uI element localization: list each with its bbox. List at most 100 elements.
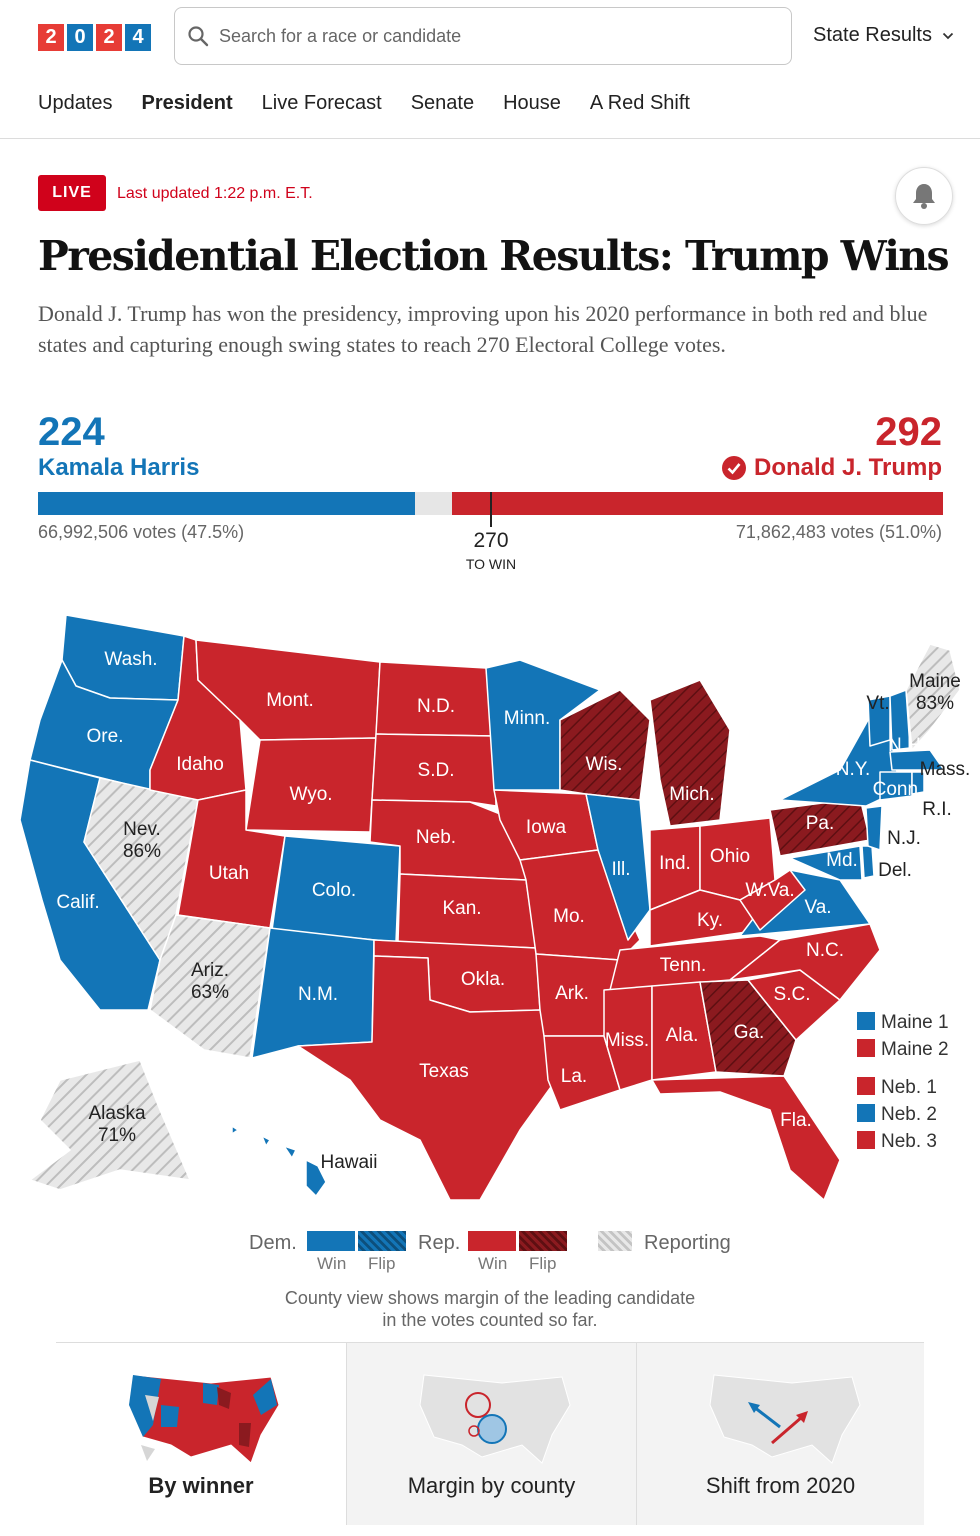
nav-senate[interactable]: Senate xyxy=(410,92,475,114)
state-del[interactable] xyxy=(861,845,875,879)
state-la[interactable] xyxy=(543,1035,621,1111)
search-box[interactable] xyxy=(174,7,792,65)
label-ore: Ore. xyxy=(87,726,124,747)
state-ga[interactable] xyxy=(699,979,797,1077)
state-alaska[interactable] xyxy=(29,1059,191,1191)
label-nd: N.D. xyxy=(417,696,455,717)
threshold-label: TO WIN xyxy=(465,556,517,572)
label-colo: Colo. xyxy=(312,880,356,901)
label-sc: S.C. xyxy=(774,984,811,1005)
label-miss: Miss. xyxy=(605,1030,649,1051)
bell-icon xyxy=(913,184,935,209)
label-nev-pct: 86% xyxy=(123,841,161,862)
label-minn: Minn. xyxy=(504,708,550,729)
district-swatch xyxy=(857,1012,875,1030)
state-maine[interactable] xyxy=(905,643,961,751)
live-badge: LIVE xyxy=(38,175,106,211)
state-hawaii[interactable] xyxy=(231,1125,327,1197)
district-legend: Maine 1 Maine 2 Neb. 1 Neb. 2 Neb. 3 xyxy=(857,1012,949,1152)
state-fla[interactable] xyxy=(651,1075,841,1201)
legend-rep: Rep. xyxy=(418,1232,461,1254)
state-results-dropdown[interactable]: State Results xyxy=(813,24,954,47)
district-label: Neb. 3 xyxy=(881,1131,937,1152)
state-conn[interactable] xyxy=(879,771,913,801)
search-input[interactable] xyxy=(217,24,761,48)
view-by-winner[interactable]: By winner xyxy=(56,1343,346,1525)
legend-reporting-swatch xyxy=(598,1231,632,1251)
district-swatch xyxy=(857,1131,875,1149)
winner-check-icon xyxy=(721,456,746,480)
threshold-marker xyxy=(490,492,492,527)
harris-electoral-votes: 224 xyxy=(38,410,105,454)
label-kan: Kan. xyxy=(442,898,481,919)
label-ariz: Ariz. xyxy=(191,960,229,981)
view-label: Shift from 2020 xyxy=(705,1473,856,1498)
state-ri[interactable] xyxy=(911,771,925,795)
chevron-down-icon xyxy=(942,32,954,39)
top-bar: 2 0 2 4 State Results Updates President … xyxy=(0,0,980,139)
state-nh[interactable] xyxy=(889,689,911,751)
label-ark: Ark. xyxy=(555,983,589,1004)
legend-dem-flip-swatch xyxy=(358,1231,406,1251)
label-mont: Mont. xyxy=(266,690,314,711)
label-maine: Maine xyxy=(909,671,961,692)
page-title: Presidential Election Results: Trump Win… xyxy=(38,232,950,280)
state-miss[interactable] xyxy=(603,985,653,1091)
label-wva: W.Va. xyxy=(745,880,794,901)
district-label: Maine 2 xyxy=(881,1039,949,1060)
nav-live-forecast[interactable]: Live Forecast xyxy=(261,92,382,114)
harris-bar-fill xyxy=(38,492,415,515)
state-wva[interactable] xyxy=(739,869,806,931)
label-okla: Okla. xyxy=(461,969,505,990)
harris-name: Kamala Harris xyxy=(38,454,200,481)
label-alaska-pct: 71% xyxy=(98,1125,136,1146)
district-label: Neb. 1 xyxy=(881,1077,937,1098)
threshold-value: 270 xyxy=(473,529,509,552)
label-wash: Wash. xyxy=(104,649,157,670)
state-nj[interactable] xyxy=(865,805,883,851)
state-nc[interactable] xyxy=(729,923,881,1001)
state-mass[interactable] xyxy=(889,749,945,771)
state-texas[interactable] xyxy=(297,955,557,1201)
label-ky: Ky. xyxy=(697,910,723,931)
label-wis: Wis. xyxy=(586,754,623,775)
state-mich[interactable] xyxy=(649,679,731,827)
nav-president[interactable]: President xyxy=(141,92,233,114)
last-updated: Last updated 1:22 p.m. E.T. xyxy=(117,185,313,202)
election-2024-logo[interactable]: 2 0 2 4 xyxy=(38,24,154,51)
label-mass: Mass. xyxy=(920,759,971,780)
us-map-thumbnail-icon xyxy=(128,1374,280,1464)
state-sd[interactable] xyxy=(371,733,497,807)
legend-dem-win-swatch xyxy=(307,1231,355,1251)
map-legend: Dem. Win Flip Rep. Win Flip Reporting xyxy=(0,1228,980,1288)
label-va: Va. xyxy=(804,897,831,918)
view-label: Margin by county xyxy=(407,1473,576,1498)
district-swatch xyxy=(857,1104,875,1122)
notification-button[interactable] xyxy=(895,167,953,225)
label-del: Del. xyxy=(878,860,912,881)
label-conn: Conn. xyxy=(873,779,924,800)
label-iowa: Iowa xyxy=(526,817,567,838)
label-pa: Pa. xyxy=(806,813,835,834)
district-swatch xyxy=(857,1039,875,1057)
nav-a-red-shift[interactable]: A Red Shift xyxy=(589,92,690,114)
state-ill[interactable] xyxy=(585,793,651,941)
view-shift-from-2020[interactable]: Shift from 2020 xyxy=(636,1343,924,1525)
nav-updates[interactable]: Updates xyxy=(38,92,113,114)
view-margin-by-county[interactable]: Margin by county xyxy=(346,1343,636,1525)
nav-house[interactable]: House xyxy=(503,92,561,114)
label-wyo: Wyo. xyxy=(289,784,332,805)
trump-name: Donald J. Trump xyxy=(753,454,942,481)
label-nh: N.H. xyxy=(888,735,926,756)
state-md[interactable] xyxy=(789,845,863,881)
label-neb: Neb. xyxy=(416,827,456,848)
logo-digit: 2 xyxy=(96,24,122,51)
us-results-map[interactable]: Wash. Ore. Calif. Idaho Mont. Wyo. Utah … xyxy=(0,600,980,1220)
district-label: Maine 1 xyxy=(881,1012,949,1033)
state-vt[interactable] xyxy=(867,695,891,747)
legend-rep-flip-swatch xyxy=(519,1231,567,1251)
label-calif: Calif. xyxy=(56,892,99,913)
label-nev: Nev. xyxy=(123,819,161,840)
label-utah: Utah xyxy=(209,863,249,884)
legend-win: Win xyxy=(317,1254,347,1273)
